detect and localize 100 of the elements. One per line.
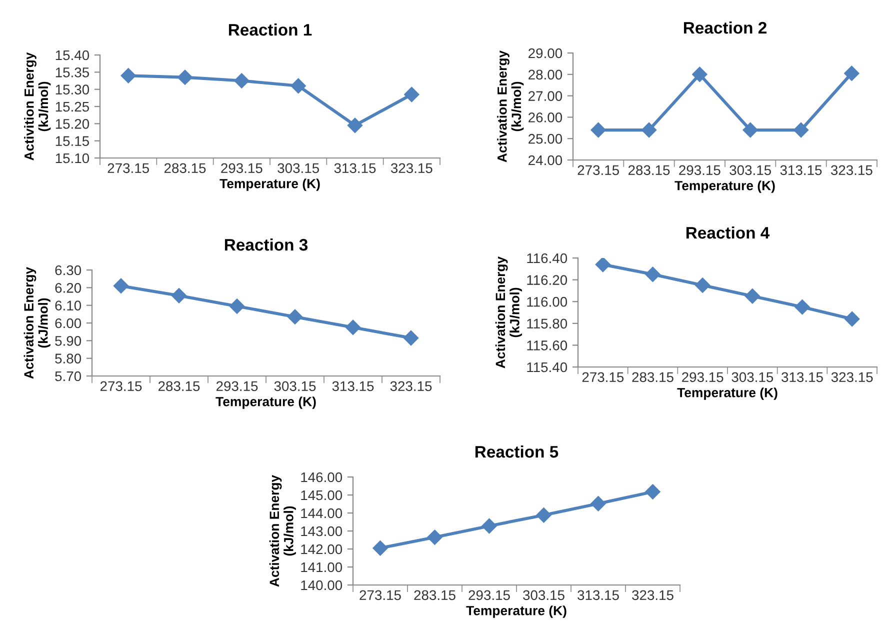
x-tick-label: 273.15	[582, 372, 624, 382]
point	[692, 66, 708, 82]
point	[742, 122, 758, 138]
x-tick-label: 313.15	[334, 163, 376, 174]
y-axis-title: Activation Energy (kJ/mol)	[24, 266, 50, 379]
y-axis-title: Activation Energy (kJ/mol)	[269, 474, 296, 587]
point	[347, 118, 363, 133]
point	[171, 288, 187, 304]
point	[844, 311, 860, 327]
y-tick-label: 5.80	[55, 354, 82, 364]
y-tick-label: 116.40	[527, 253, 568, 264]
x-tick-label: 273.15	[100, 381, 142, 392]
y-tick-label: 15.30	[56, 84, 90, 95]
y-tick-label: 141.00	[301, 562, 342, 572]
x-axis-title: Temperature (K)	[216, 396, 316, 409]
point	[536, 508, 552, 523]
y-tick-label: 146.00	[301, 472, 342, 482]
x-tick-label: 293.15	[679, 165, 720, 176]
chart-title: Reaction 3	[224, 238, 308, 251]
y-tick-label: 6.00	[55, 318, 82, 328]
x-tick-label: 293.15	[468, 590, 510, 600]
point	[177, 70, 193, 85]
x-tick-label: 303.15	[274, 381, 316, 392]
y-tick-label: 115.80	[527, 318, 568, 329]
x-tick-label: 323.15	[830, 165, 872, 176]
chart-title: Reaction 2	[684, 21, 766, 34]
y-tick-label: 24.00	[528, 155, 562, 166]
x-tick-label: 323.15	[831, 372, 873, 382]
point	[794, 299, 810, 315]
point	[793, 122, 809, 138]
y-tick-label: 6.30	[55, 265, 82, 276]
point	[427, 530, 442, 545]
point	[590, 122, 606, 138]
y-tick-label: 5.90	[55, 336, 82, 346]
x-tick-label: 323.15	[390, 381, 432, 392]
point	[482, 518, 497, 534]
x-tick-label: 303.15	[278, 163, 319, 174]
y-tick-label: 5.70	[55, 371, 82, 382]
point	[120, 68, 136, 84]
x-tick-label: 313.15	[780, 165, 822, 176]
x-tick-label: 303.15	[732, 372, 774, 382]
y-axis-title: Activation Energy (kJ/mol)	[495, 256, 522, 368]
x-tick-label: 313.15	[332, 381, 374, 392]
point	[372, 540, 388, 556]
point	[404, 86, 420, 102]
x-tick-label: 303.15	[730, 165, 771, 176]
y-tick-label: 15.25	[56, 102, 90, 112]
y-tick-label: 116.00	[527, 296, 568, 307]
x-tick-label: 303.15	[523, 590, 564, 600]
x-tick-label: 273.15	[108, 163, 149, 174]
x-tick-label: 283.15	[158, 381, 200, 392]
x-axis-title: Temperature (K)	[674, 180, 775, 193]
point	[641, 122, 657, 138]
point	[403, 330, 419, 346]
point	[590, 496, 606, 512]
y-tick-label: 15.35	[56, 68, 90, 78]
x-tick-label: 283.15	[628, 165, 670, 176]
x-tick-label: 293.15	[216, 381, 258, 392]
y-tick-label: 29.00	[528, 48, 562, 58]
point	[744, 288, 760, 304]
y-tick-label: 28.00	[528, 70, 562, 80]
x-tick-label: 293.15	[221, 163, 262, 174]
y-tick-label: 115.60	[527, 340, 568, 350]
point	[645, 484, 660, 500]
point	[113, 278, 129, 294]
point	[287, 309, 303, 324]
x-tick-label: 273.15	[360, 590, 401, 600]
y-tick-label: 6.10	[55, 300, 82, 311]
y-tick-label: 27.00	[528, 91, 562, 101]
point	[595, 258, 610, 272]
x-tick-label: 283.15	[414, 590, 456, 600]
y-axis-title: Activation Energy (kJ/mol)	[497, 50, 524, 162]
chart-title: Reaction 5	[475, 445, 558, 458]
y-tick-label: 25.00	[528, 134, 562, 144]
y-tick-label: 6.20	[55, 283, 82, 293]
point	[234, 73, 250, 88]
y-tick-label: 115.40	[527, 362, 568, 372]
y-tick-label: 15.15	[56, 136, 90, 146]
x-tick-label: 283.15	[164, 163, 206, 174]
chart-title: Reaction 4	[686, 226, 770, 239]
y-tick-label: 26.00	[528, 112, 562, 122]
chart-title: Reaction 1	[228, 23, 312, 36]
point	[844, 66, 860, 81]
y-tick-label: 144.00	[301, 508, 342, 518]
y-tick-label: 15.40	[56, 50, 90, 60]
x-tick-label: 323.15	[390, 163, 432, 174]
point	[229, 298, 245, 314]
point	[695, 278, 710, 293]
x-tick-label: 323.15	[632, 590, 674, 600]
y-tick-label: 116.20	[527, 275, 568, 285]
point	[290, 78, 306, 94]
x-tick-label: 313.15	[782, 372, 823, 382]
y-tick-label: 142.00	[301, 544, 342, 554]
x-axis-title: Temperature (K)	[220, 178, 320, 191]
x-tick-label: 293.15	[682, 372, 724, 382]
y-tick-label: 15.10	[56, 153, 90, 164]
y-tick-label: 143.00	[301, 526, 342, 536]
x-tick-label: 313.15	[578, 590, 619, 600]
y-tick-label: 145.00	[301, 490, 342, 500]
y-axis-title: Activition Energy (kJ/mol)	[24, 52, 51, 160]
